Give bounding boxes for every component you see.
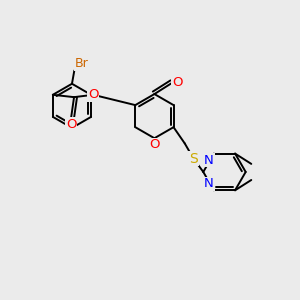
Text: O: O [149,138,160,151]
Text: S: S [189,152,198,166]
Text: N: N [204,177,214,190]
Text: O: O [172,76,183,89]
Text: O: O [66,118,76,131]
Text: N: N [204,154,214,166]
Text: Br: Br [74,58,88,70]
Text: O: O [88,88,98,101]
